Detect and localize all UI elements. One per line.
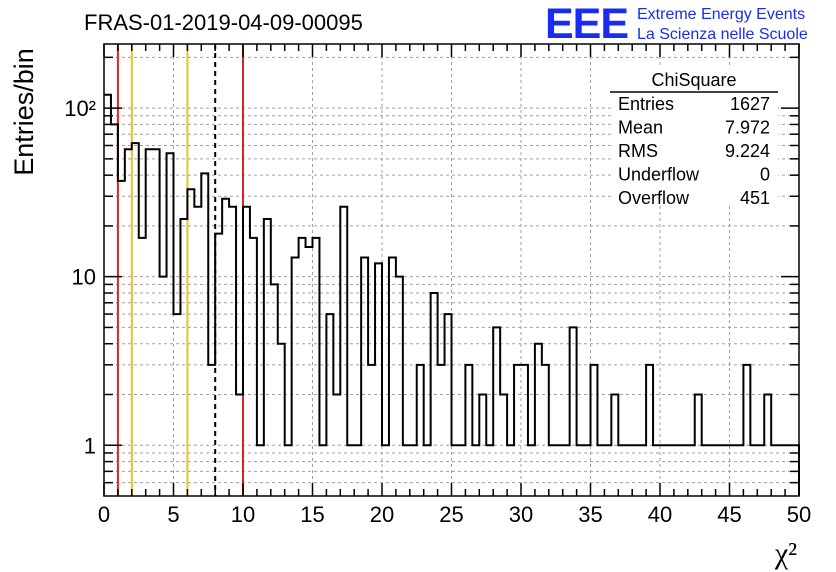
x-tick-label: 50 <box>787 502 811 527</box>
x-tick-label: 45 <box>717 502 741 527</box>
stats-box-title: ChiSquare <box>651 70 736 90</box>
stats-row-label: Entries <box>618 94 674 114</box>
stats-row-label: Underflow <box>618 165 700 185</box>
eee-logo: EEE Extreme Energy Events La Scienza nel… <box>545 0 835 48</box>
x-tick-label: 5 <box>167 502 179 527</box>
stats-row-value: 451 <box>740 188 770 208</box>
stats-row-value: 0 <box>760 165 770 185</box>
stats-row-label: RMS <box>618 141 658 161</box>
stats-box-frame <box>612 66 778 206</box>
axis-ticks <box>103 44 800 496</box>
logo-line-1: Extreme Energy Events <box>637 6 806 23</box>
x-tick-label: 30 <box>509 502 533 527</box>
y-tick-label: 1 <box>84 433 96 458</box>
histogram-series <box>104 93 800 496</box>
x-tick-label: 0 <box>98 502 110 527</box>
x-tick-label: 35 <box>578 502 602 527</box>
x-tick-label: 25 <box>439 502 463 527</box>
stats-box: ChiSquare Entries 1627 Mean 7.972 RMS 9.224 Un… <box>610 66 778 208</box>
stats-row-value: 9.224 <box>725 141 770 161</box>
x-tick-label: 15 <box>300 502 324 527</box>
stats-row-value: 1627 <box>730 94 770 114</box>
x-tick-label: 40 <box>648 502 672 527</box>
y-tick-labels: 1 10 10² <box>64 96 96 458</box>
stats-row-value: 7.972 <box>725 118 770 138</box>
grid-lines <box>104 44 799 496</box>
x-tick-labels: 0 5 10 15 20 25 30 35 40 45 50 <box>98 502 811 527</box>
stats-row-label: Overflow <box>618 188 690 208</box>
stats-row-label: Mean <box>618 118 663 138</box>
x-tick-label: 20 <box>370 502 394 527</box>
y-tick-label: 10 <box>72 265 96 290</box>
logo-line-2: La Scienza nelle Scuole <box>637 26 808 43</box>
run-title: FRAS-01-2019-04-09-00095 <box>84 10 363 35</box>
y-axis-title: Entries/bin <box>9 48 39 176</box>
y-tick-label: 10² <box>64 96 96 121</box>
logo-mark: EEE <box>545 0 629 48</box>
stats-box-rows: Entries 1627 Mean 7.972 RMS 9.224 Underflow 0 Ov… <box>618 94 770 208</box>
x-tick-label: 10 <box>231 502 255 527</box>
x-axis-title: χ² <box>774 537 797 570</box>
